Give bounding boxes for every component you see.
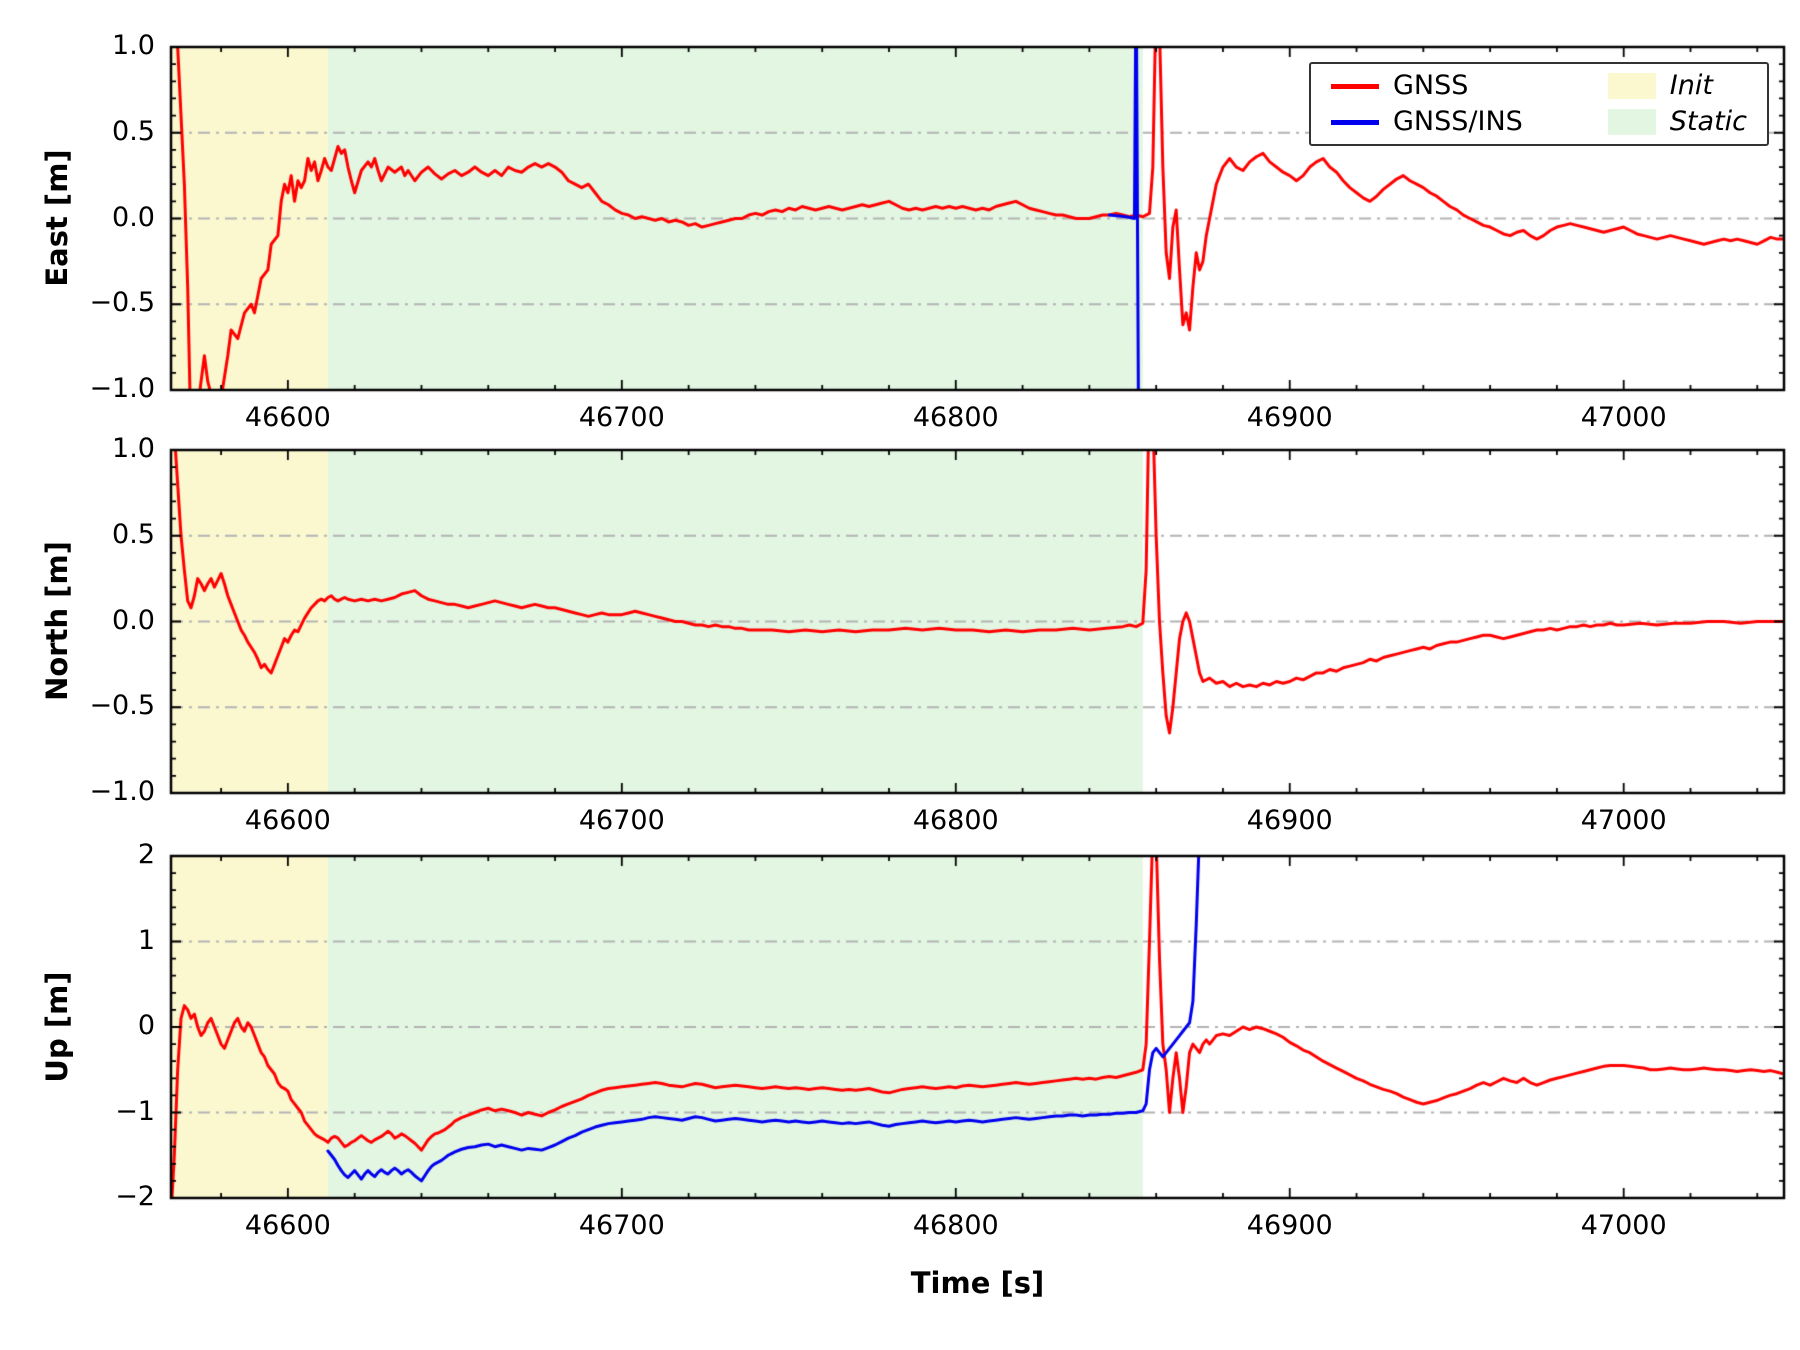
legend-label-gnss-ins: GNSS/INS [1393, 106, 1523, 138]
gnssins-line-swatch [1331, 119, 1379, 125]
x-axis-label: Time [s] [910, 1266, 1045, 1300]
legend-entry-gnss: GNSS [1331, 71, 1523, 101]
init-patch-swatch [1607, 73, 1656, 99]
legend-label-init: Init [1669, 70, 1713, 102]
legend-column-lines: GNSS GNSS/INS [1331, 68, 1523, 140]
legend-entry-gnss-ins: GNSS/INS [1331, 107, 1523, 137]
gnss-line-swatch [1331, 83, 1379, 89]
y-axis-label-up: Up [m] [40, 971, 74, 1083]
legend-column-patches: Init Static [1607, 68, 1747, 140]
legend-label-static: Static [1669, 106, 1747, 138]
y-axis-label-east: East [m] [40, 149, 74, 287]
legend-entry-static: Static [1607, 106, 1747, 138]
static-patch-swatch [1607, 109, 1656, 135]
legend-entry-init: Init [1607, 70, 1747, 102]
legend: GNSS GNSS/INS Init Static [1309, 62, 1769, 146]
y-axis-label-north: North [m] [40, 541, 74, 701]
legend-label-gnss: GNSS [1393, 70, 1469, 102]
